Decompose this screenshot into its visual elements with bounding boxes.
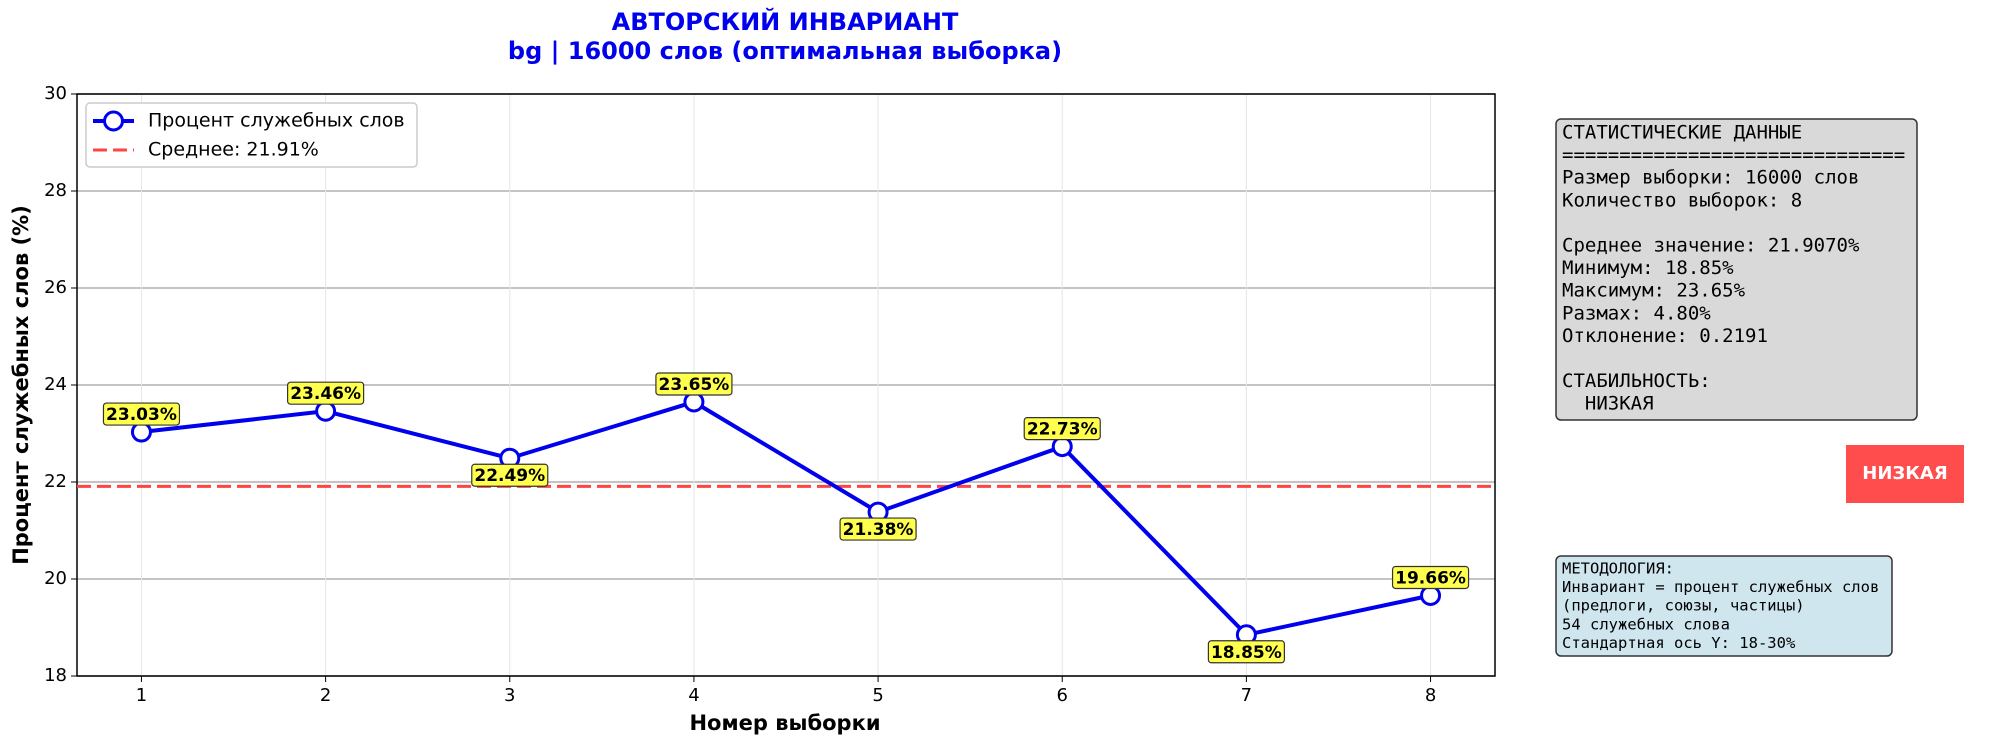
- x-tick-label: 8: [1425, 685, 1436, 706]
- y-tick-label: 26: [44, 277, 67, 298]
- x-tick-label: 1: [136, 685, 147, 706]
- value-label: 23.03%: [106, 405, 177, 425]
- x-tick-label: 5: [872, 685, 883, 706]
- value-label: 23.65%: [659, 375, 730, 395]
- stats-line: Отклонение: 0.2191: [1562, 325, 1768, 347]
- value-label-box: [471, 463, 549, 487]
- chart-subtitle: bg | 16000 слов (оптимальная выборка): [508, 37, 1062, 65]
- stats-line: ==============================: [1562, 144, 1905, 166]
- x-tick-label: 3: [504, 685, 515, 706]
- x-tick-label: 7: [1241, 685, 1252, 706]
- x-tick-label: 6: [1057, 685, 1068, 706]
- x-tick-label: 4: [688, 685, 699, 706]
- stability-badge: [1846, 445, 1964, 503]
- badge-text: НИЗКАЯ: [1862, 463, 1947, 484]
- value-label-box: [655, 372, 733, 396]
- y-tick-label: 22: [44, 471, 67, 492]
- data-point: [130, 421, 152, 443]
- y-tick-label: 30: [44, 83, 67, 104]
- value-label-box: [102, 402, 181, 426]
- stats-box: [1555, 118, 1918, 421]
- stats-line: НИЗКАЯ: [1562, 393, 1654, 415]
- x-axis-label: Номер выборки: [689, 711, 880, 735]
- value-label: 23.46%: [290, 384, 361, 404]
- legend-box: [85, 102, 418, 168]
- value-label-box: [1207, 640, 1285, 664]
- stats-line: Размах: 4.80%: [1562, 302, 1711, 324]
- methodology-line: МЕТОДОЛОГИЯ:: [1562, 560, 1674, 578]
- value-label-box: [1391, 565, 1470, 590]
- methodology-box: [1555, 555, 1893, 657]
- data-point: [1051, 436, 1073, 458]
- stats-line: Максимум: 23.65%: [1562, 280, 1746, 302]
- y-tick-label: 24: [44, 374, 67, 395]
- y-axis-label: Процент служебных слов (%): [9, 205, 33, 565]
- value-label-box: [839, 517, 917, 541]
- value-label-box: [287, 381, 365, 405]
- x-tick-label: 2: [320, 685, 331, 706]
- stats-line: Количество выборок: 8: [1562, 189, 1802, 211]
- y-tick-label: 18: [44, 665, 67, 686]
- stats-line: Минимум: 18.85%: [1562, 257, 1734, 279]
- chart-title: АВТОРСКИЙ ИНВАРИАНТ: [612, 7, 959, 36]
- y-tick-label: 28: [44, 180, 67, 201]
- legend-label: Среднее: 21.91%: [148, 139, 319, 161]
- methodology-line: Инвариант = процент служебных слов: [1562, 578, 1879, 596]
- plot-frame: [76, 93, 1496, 677]
- methodology-line: Стандартная ось Y: 18-30%: [1562, 634, 1796, 652]
- value-label: 22.73%: [1027, 420, 1098, 440]
- value-label: 18.85%: [1211, 643, 1282, 663]
- legend-label: Процент служебных слов: [148, 110, 405, 132]
- data-point: [315, 400, 337, 422]
- stats-line: СТАТИСТИЧЕСКИЕ ДАННЫЕ: [1562, 122, 1802, 144]
- value-label: 21.38%: [843, 520, 914, 540]
- series-line: [141, 399, 1431, 637]
- data-point: [1420, 584, 1442, 606]
- methodology-line: 54 служебных слова: [1562, 615, 1730, 633]
- stats-line: СТАБИЛЬНОСТЬ:: [1562, 370, 1711, 392]
- value-label: 19.66%: [1395, 568, 1466, 588]
- stats-line: Среднее значение: 21.9070%: [1562, 235, 1860, 257]
- value-label: 22.49%: [474, 466, 545, 486]
- stats-line: Размер выборки: 16000 слов: [1562, 167, 1859, 189]
- methodology-line: (предлоги, союзы, частицы): [1562, 597, 1805, 615]
- data-point: [683, 391, 705, 413]
- y-tick-label: 20: [44, 568, 67, 589]
- legend-marker: [103, 110, 124, 132]
- value-label-box: [1023, 416, 1101, 441]
